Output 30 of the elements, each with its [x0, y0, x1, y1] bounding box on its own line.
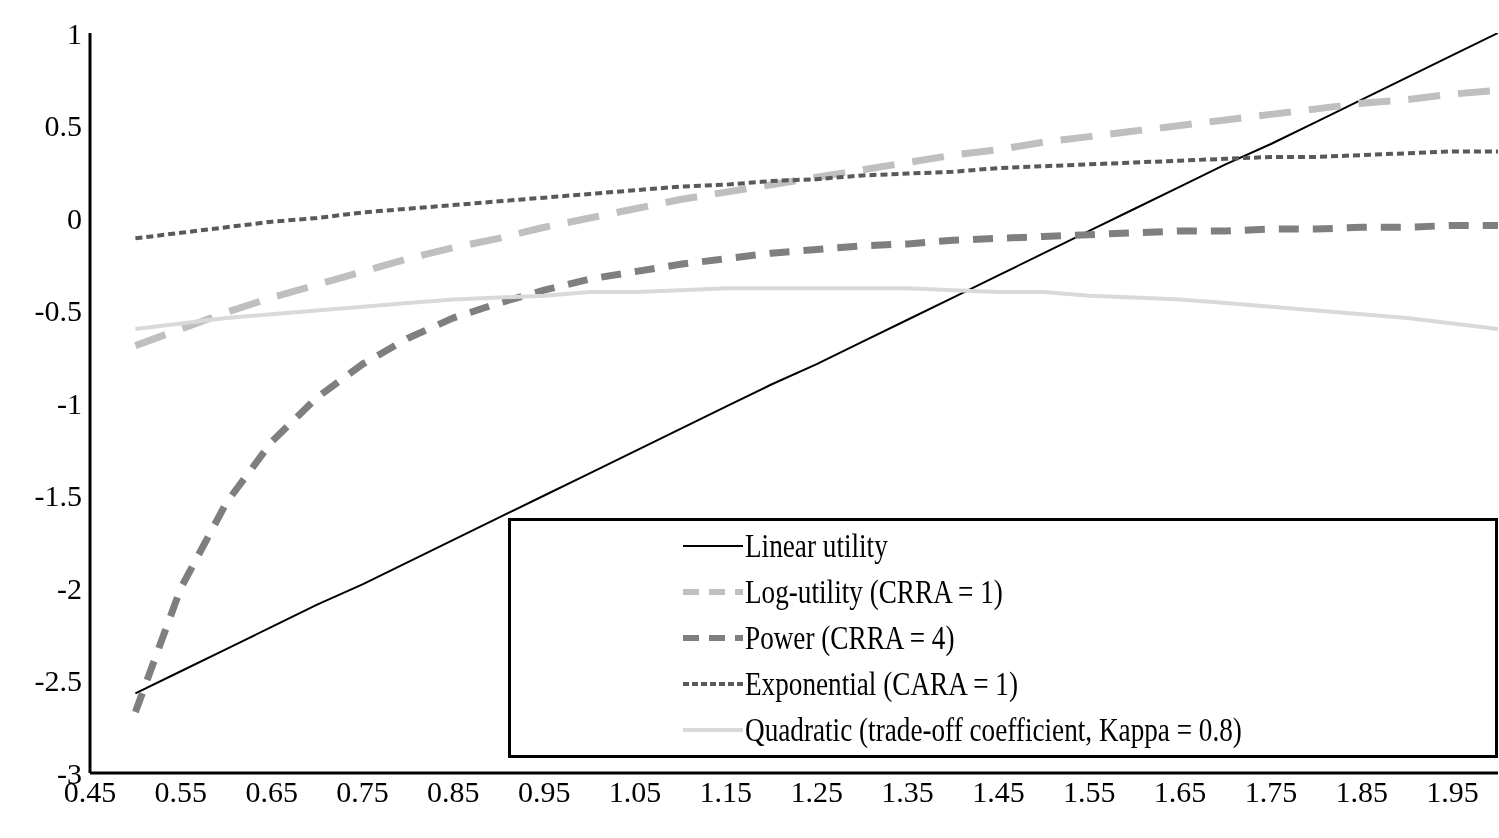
legend-label: Exponential (CARA = 1) [745, 665, 1018, 703]
x-tick-label: 1.95 [1426, 775, 1479, 809]
x-tick-label: 0.95 [517, 775, 571, 809]
legend-label: Power (CRRA = 4) [745, 619, 955, 657]
legend-label: Linear utility [745, 527, 888, 565]
line-series [133, 149, 1498, 241]
x-tick-label: 0.85 [427, 775, 480, 809]
x-tick-label: 1.05 [608, 775, 662, 809]
x-tick-label: 1.35 [881, 775, 934, 809]
x-tick-label: 0.75 [336, 775, 389, 809]
legend-label: Log-utility (CRRA = 1) [745, 573, 1003, 611]
x-tick-label: 1.15 [699, 775, 753, 809]
y-tick-label: -1.5 [34, 479, 82, 513]
y-tick-label: 0 [67, 201, 82, 235]
y-tick-label: 0.5 [44, 109, 82, 143]
legend-label: Quadratic (trade-off coefficient, Kappa = 0.8) [745, 711, 1242, 749]
y-tick-label: -0.5 [34, 294, 82, 328]
y-tick-label: -1 [57, 386, 82, 420]
line-series [133, 286, 1498, 331]
y-tick-label: -2.5 [34, 664, 82, 698]
x-tick-label: 1.55 [1062, 775, 1116, 809]
x-tick-label: 0.65 [245, 775, 298, 809]
y-tick-label: 1 [67, 16, 82, 50]
x-tick-label: 1.75 [1244, 775, 1298, 809]
x-tick-label: 1.45 [972, 775, 1025, 809]
x-tick-label: 1.25 [790, 775, 843, 809]
y-tick-label: -2 [57, 571, 82, 605]
x-tick-label: 0.55 [154, 775, 208, 809]
x-tick-label: 1.85 [1335, 775, 1388, 809]
x-tick-label: 1.65 [1153, 775, 1207, 809]
